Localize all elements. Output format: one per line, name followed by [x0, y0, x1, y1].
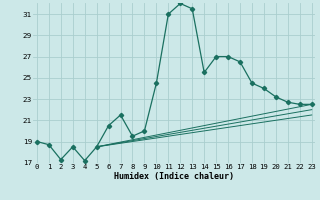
X-axis label: Humidex (Indice chaleur): Humidex (Indice chaleur) — [114, 172, 234, 181]
